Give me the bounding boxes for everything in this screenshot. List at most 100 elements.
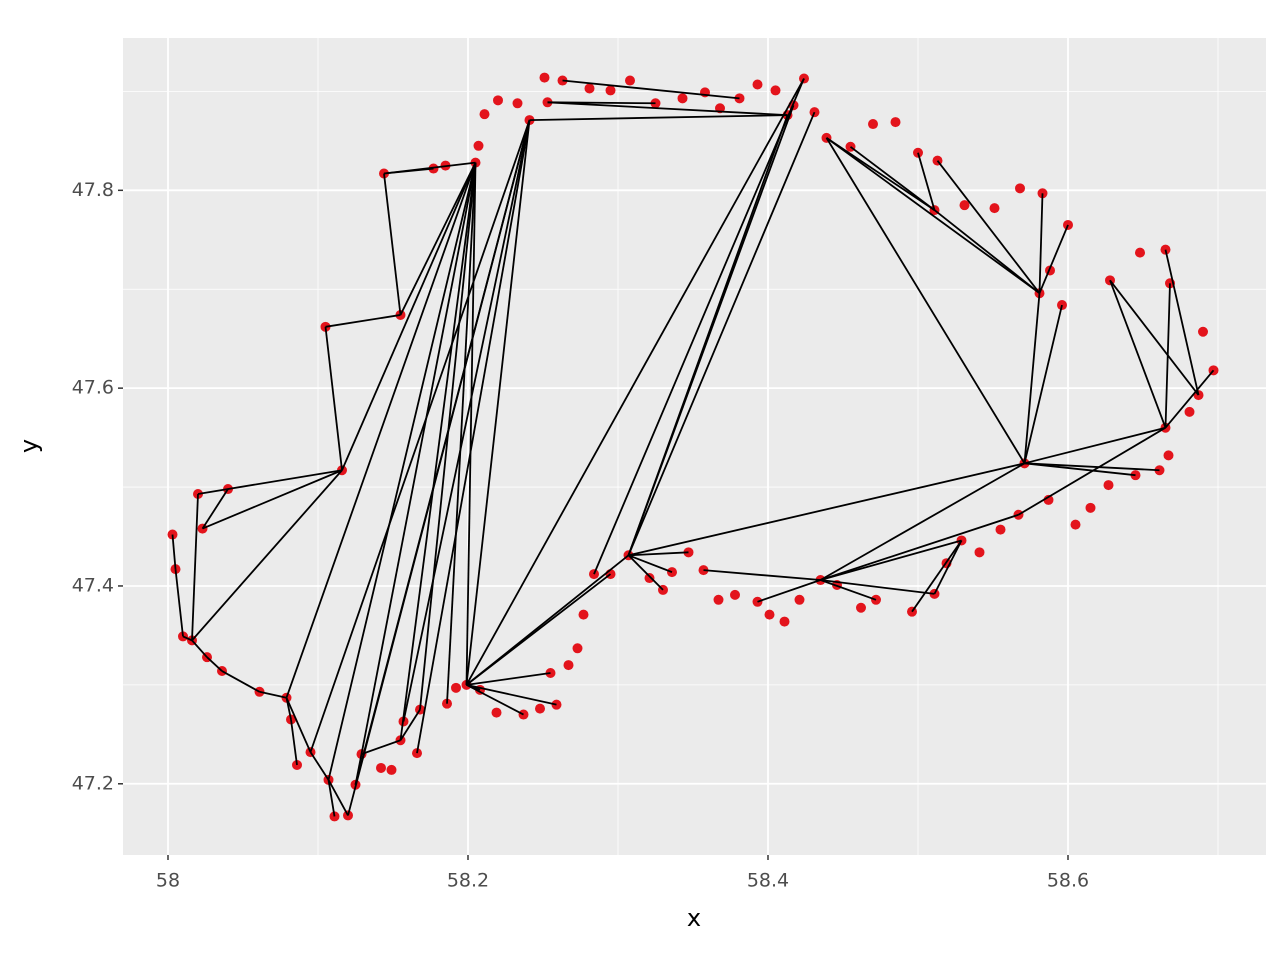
segment — [174, 569, 184, 637]
segment — [327, 779, 336, 817]
segment — [849, 146, 936, 211]
point — [578, 609, 589, 620]
point — [1085, 502, 1096, 513]
segment — [562, 79, 740, 100]
segment — [1038, 193, 1044, 294]
segment — [446, 162, 477, 704]
segment — [820, 579, 935, 595]
segment — [383, 167, 434, 175]
point — [473, 140, 484, 151]
segment — [221, 670, 260, 693]
y-tick-label: 47.6 — [72, 377, 114, 399]
segment — [529, 114, 788, 121]
segment — [465, 162, 477, 685]
segment — [627, 104, 795, 556]
point — [584, 83, 595, 94]
segment — [1109, 280, 1167, 429]
x-tick-label: 58 — [156, 870, 180, 892]
segment — [1164, 249, 1200, 396]
segment — [399, 162, 477, 316]
segment — [361, 739, 401, 755]
y-axis-title: y — [15, 439, 43, 453]
segment — [466, 672, 551, 686]
point — [752, 79, 763, 90]
point — [386, 764, 397, 775]
segment — [259, 690, 287, 699]
segment — [197, 469, 343, 495]
segment — [325, 314, 401, 328]
segment — [191, 639, 208, 658]
panel — [123, 38, 1266, 855]
segment — [309, 119, 531, 753]
segment — [171, 534, 177, 570]
point — [959, 200, 970, 211]
point — [779, 616, 790, 627]
point — [770, 85, 781, 96]
point — [677, 93, 688, 104]
point — [535, 703, 545, 714]
point — [730, 589, 740, 600]
y-tick-label: 47.8 — [72, 179, 114, 201]
x-tick-label: 58.4 — [747, 870, 789, 892]
y-tick-label: 47.4 — [72, 574, 114, 596]
point — [1015, 183, 1025, 194]
point — [794, 594, 805, 605]
point — [644, 573, 655, 584]
segment — [1024, 426, 1166, 465]
segment — [547, 101, 656, 105]
segment — [627, 554, 664, 591]
x-axis-title: x — [687, 904, 701, 932]
segment — [399, 709, 421, 741]
segment — [628, 551, 689, 557]
segment — [1018, 426, 1166, 516]
x-tick-label: 58.2 — [447, 870, 489, 892]
segment — [191, 469, 343, 641]
x-tick-label: 58.6 — [1047, 870, 1089, 892]
point — [572, 643, 583, 654]
point — [493, 95, 503, 106]
point — [491, 707, 502, 718]
segment — [202, 469, 343, 530]
segment — [285, 162, 477, 699]
segment — [547, 101, 788, 117]
point — [1184, 406, 1195, 417]
segment — [1109, 279, 1200, 396]
segment — [1023, 293, 1041, 464]
segment — [465, 78, 805, 686]
segment — [703, 569, 821, 581]
segment — [1164, 369, 1215, 429]
segment — [825, 137, 1041, 294]
point — [890, 117, 901, 128]
point — [479, 109, 490, 120]
point — [974, 547, 985, 558]
segment — [917, 152, 936, 211]
segment — [593, 78, 805, 575]
point — [605, 85, 616, 96]
segment — [757, 579, 821, 603]
segment — [327, 779, 349, 816]
segment — [933, 540, 963, 595]
point — [995, 524, 1006, 535]
segment — [466, 683, 557, 706]
segment — [820, 539, 962, 581]
point — [376, 762, 386, 773]
segment — [191, 493, 199, 641]
point — [1103, 480, 1114, 491]
y-tick-label: 47.2 — [72, 772, 114, 794]
point — [1198, 326, 1208, 337]
segment — [1023, 304, 1063, 464]
point — [989, 203, 1000, 214]
segment — [285, 697, 312, 753]
point — [451, 682, 461, 693]
point — [1163, 450, 1174, 461]
segment — [466, 684, 481, 691]
point — [868, 119, 878, 130]
segment — [324, 326, 343, 471]
point — [539, 72, 550, 83]
segment — [383, 173, 402, 316]
segment — [201, 488, 229, 530]
segment — [360, 162, 477, 755]
segment — [1038, 224, 1069, 294]
segment — [309, 751, 330, 781]
